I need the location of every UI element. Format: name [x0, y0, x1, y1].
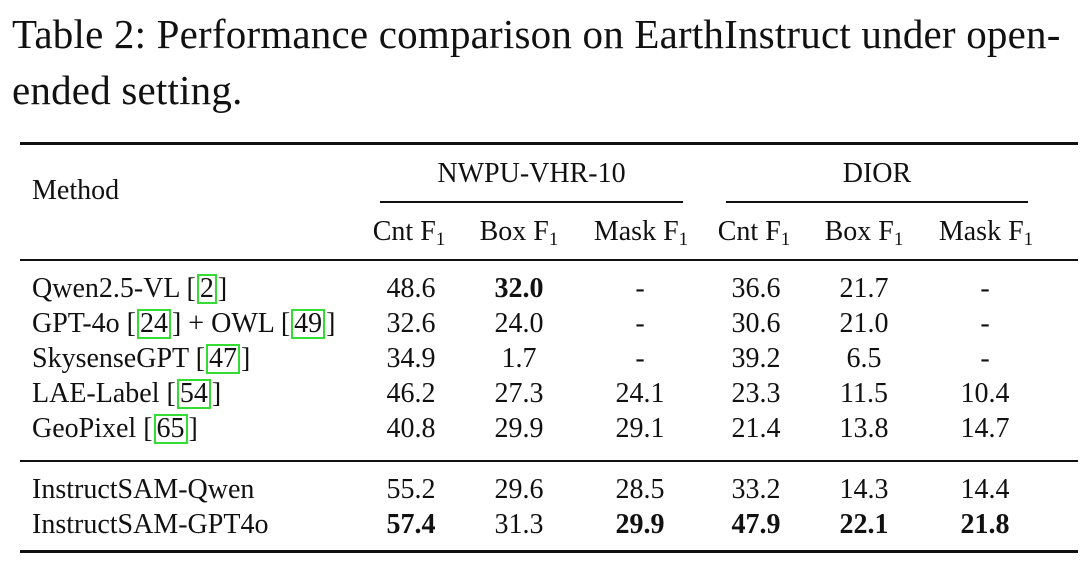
- table-cell: -: [635, 308, 645, 339]
- subcol-mask-dior: Mask F1: [938, 216, 1034, 250]
- table-cell: 10.4: [960, 378, 1010, 409]
- table-cell: 22.1: [839, 509, 889, 540]
- table-cell: 23.3: [731, 378, 781, 409]
- table-row-method: GeoPixel [65]: [32, 413, 198, 444]
- table-cell: 36.6: [731, 273, 781, 304]
- table-cell: -: [980, 343, 990, 374]
- table-cell: 33.2: [731, 474, 781, 505]
- table-cell: 32.0: [494, 273, 544, 304]
- table-cell: -: [980, 308, 990, 339]
- table-row-method: GPT-4o [24] + OWL [49]: [32, 308, 336, 339]
- table-cell: 29.9: [494, 413, 544, 444]
- table-row-method: InstructSAM-GPT4o: [32, 509, 269, 540]
- header-rule: [20, 259, 1078, 261]
- table-cell: 40.8: [386, 413, 436, 444]
- subcol-cnt-nwpu: Cnt F1: [372, 216, 446, 250]
- top-rule: [20, 142, 1078, 145]
- group-header-dior: DIOR: [842, 158, 912, 189]
- table-row-method: LAE-Label [54]: [32, 378, 222, 409]
- table-cell: 13.8: [839, 413, 889, 444]
- table-cell: 14.7: [960, 413, 1010, 444]
- citation-link[interactable]: 24: [136, 309, 171, 339]
- table-row-method: InstructSAM-Qwen: [32, 474, 255, 505]
- table-cell: 21.4: [731, 413, 781, 444]
- table-cell: 29.9: [615, 509, 665, 540]
- subcol-cnt-dior: Cnt F1: [717, 216, 791, 250]
- table-cell: -: [635, 273, 645, 304]
- subcol-box-nwpu: Box F1: [479, 216, 559, 250]
- table-cell: 29.1: [615, 413, 665, 444]
- table-cell: 47.9: [731, 509, 781, 540]
- table-caption: Table 2: Performance comparison on Earth…: [12, 11, 1061, 113]
- table-cell: 1.7: [501, 343, 537, 374]
- table-cell: 14.3: [839, 474, 889, 505]
- group-rule-dior: [726, 201, 1028, 203]
- table-cell: 31.3: [494, 509, 544, 540]
- table-cell: 30.6: [731, 308, 781, 339]
- table-cell: 29.6: [494, 474, 544, 505]
- table-cell: 6.5: [846, 343, 882, 374]
- table-row-method: SkysenseGPT [47]: [32, 343, 251, 374]
- citation-link[interactable]: 47: [205, 344, 240, 374]
- table-cell: 57.4: [386, 509, 436, 540]
- subcol-box-dior: Box F1: [824, 216, 904, 250]
- table-cell: 46.2: [386, 378, 436, 409]
- bottom-rule: [20, 550, 1078, 553]
- table-cell: -: [635, 343, 645, 374]
- table-cell: 27.3: [494, 378, 544, 409]
- table-cell: 39.2: [731, 343, 781, 374]
- table-cell: 32.6: [386, 308, 436, 339]
- citation-link[interactable]: 49: [291, 309, 326, 339]
- table-cell: 24.0: [494, 308, 544, 339]
- table-cell: 14.4: [960, 474, 1010, 505]
- table-cell: 48.6: [386, 273, 436, 304]
- citation-link[interactable]: 65: [153, 414, 188, 444]
- group-divider-rule: [20, 460, 1078, 462]
- table-cell: 28.5: [615, 474, 665, 505]
- method-header: Method: [32, 175, 120, 206]
- table-cell: 11.5: [840, 378, 888, 409]
- table-cell: 21.0: [839, 308, 889, 339]
- group-rule-nwpu: [380, 201, 683, 203]
- table-cell: 21.8: [960, 509, 1010, 540]
- citation-link[interactable]: 54: [176, 379, 211, 409]
- table-cell: 21.7: [839, 273, 889, 304]
- subcol-mask-nwpu: Mask F1: [593, 216, 689, 250]
- group-header-nwpu: NWPU-VHR-10: [437, 158, 626, 189]
- table-row-method: Qwen2.5-VL [2]: [32, 273, 228, 304]
- table-cell: -: [980, 273, 990, 304]
- table-cell: 24.1: [615, 378, 665, 409]
- table-cell: 55.2: [386, 474, 436, 505]
- citation-link[interactable]: 2: [196, 274, 217, 304]
- table-cell: 34.9: [386, 343, 436, 374]
